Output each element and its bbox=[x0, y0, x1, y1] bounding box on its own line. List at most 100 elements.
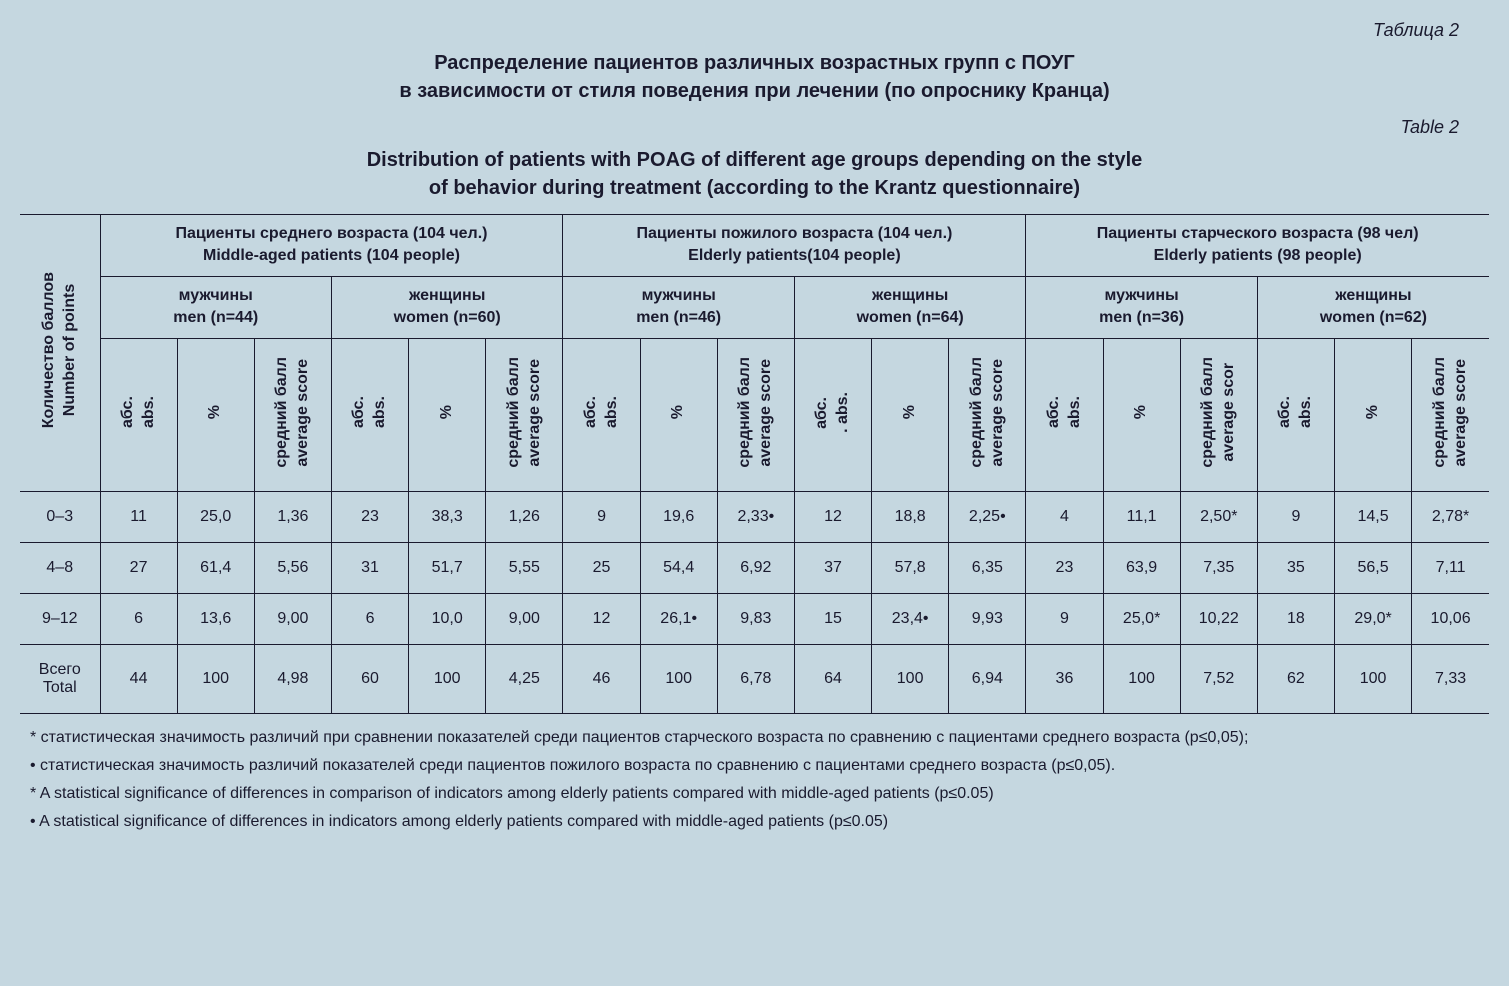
cell: 100 bbox=[1335, 644, 1412, 713]
title-en-line2: of behavior during treatment (according … bbox=[429, 177, 1080, 199]
cell: 100 bbox=[177, 644, 254, 713]
cell: 100 bbox=[872, 644, 949, 713]
header-avg: средний баллaverage score bbox=[254, 338, 331, 491]
header-abs: абс.abs. bbox=[100, 338, 177, 491]
cell: 64 bbox=[794, 644, 871, 713]
cell: 38,3 bbox=[409, 491, 486, 542]
cell: 2,33• bbox=[717, 491, 794, 542]
header-avg: средний баллaverage score bbox=[486, 338, 563, 491]
cell: 2,78* bbox=[1412, 491, 1489, 542]
cell: 62 bbox=[1257, 644, 1334, 713]
header-avg: средний баллaverage score bbox=[717, 338, 794, 491]
cell: 2,25• bbox=[949, 491, 1026, 542]
cell: 7,52 bbox=[1180, 644, 1257, 713]
header-pct: % bbox=[177, 338, 254, 491]
cell: 26,1• bbox=[640, 593, 717, 644]
cell: 35 bbox=[1257, 542, 1334, 593]
cell: 14,5 bbox=[1335, 491, 1412, 542]
cell: 100 bbox=[640, 644, 717, 713]
cell: 7,33 bbox=[1412, 644, 1489, 713]
cell: 9,00 bbox=[254, 593, 331, 644]
header-pct: % bbox=[1103, 338, 1180, 491]
title-block: Распределение пациентов различных возрас… bbox=[20, 49, 1489, 105]
title-ru-line2: в зависимости от стиля поведения при леч… bbox=[399, 80, 1109, 102]
cell: 9,00 bbox=[486, 593, 563, 644]
cell: 56,5 bbox=[1335, 542, 1412, 593]
footnotes: * статистическая значимость различий при… bbox=[20, 726, 1489, 834]
cell: 46 bbox=[563, 644, 640, 713]
header-g1-women: женщиныwomen (n=60) bbox=[331, 276, 562, 338]
title-en-line1: Distribution of patients with POAG of di… bbox=[367, 149, 1143, 171]
cell: 100 bbox=[1103, 644, 1180, 713]
cell: 5,56 bbox=[254, 542, 331, 593]
header-g2-men: мужчиныmen (n=46) bbox=[563, 276, 794, 338]
cell: 57,8 bbox=[872, 542, 949, 593]
row-label: 0–3 bbox=[20, 491, 100, 542]
header-avg: средний баллaverage scor bbox=[1180, 338, 1257, 491]
cell: 6 bbox=[100, 593, 177, 644]
cell: 15 bbox=[794, 593, 871, 644]
cell: 11 bbox=[100, 491, 177, 542]
cell: 61,4 bbox=[177, 542, 254, 593]
cell: 4,98 bbox=[254, 644, 331, 713]
cell: 25,0* bbox=[1103, 593, 1180, 644]
table-label-ru: Таблица 2 bbox=[20, 20, 1489, 41]
cell: 10,0 bbox=[409, 593, 486, 644]
cell: 4 bbox=[1026, 491, 1103, 542]
header-abs: абс.abs. bbox=[1026, 338, 1103, 491]
cell: 36 bbox=[1026, 644, 1103, 713]
header-abs: абс.. abs. bbox=[794, 338, 871, 491]
header-group3: Пациенты старческого возраста (98 чел)El… bbox=[1026, 215, 1489, 277]
header-avg: средний баллaverage score bbox=[1412, 338, 1489, 491]
cell: 6,35 bbox=[949, 542, 1026, 593]
cell: 11,1 bbox=[1103, 491, 1180, 542]
cell: 9,83 bbox=[717, 593, 794, 644]
table-row-total: ВсегоTotal 441004,98 601004,25 461006,78… bbox=[20, 644, 1489, 713]
cell: 9 bbox=[563, 491, 640, 542]
header-abs: абс.abs. bbox=[563, 338, 640, 491]
row-label-total: ВсегоTotal bbox=[20, 644, 100, 713]
cell: 29,0* bbox=[1335, 593, 1412, 644]
cell: 5,55 bbox=[486, 542, 563, 593]
cell: 6,78 bbox=[717, 644, 794, 713]
cell: 19,6 bbox=[640, 491, 717, 542]
table-label-en: Table 2 bbox=[20, 117, 1489, 138]
header-group1: Пациенты среднего возраста (104 чел.)Mid… bbox=[100, 215, 563, 277]
cell: 6,94 bbox=[949, 644, 1026, 713]
cell: 6,92 bbox=[717, 542, 794, 593]
cell: 4,25 bbox=[486, 644, 563, 713]
header-points: Количество балловNumber of points bbox=[20, 215, 100, 492]
header-group2: Пациенты пожилого возраста (104 чел.)Eld… bbox=[563, 215, 1026, 277]
cell: 7,11 bbox=[1412, 542, 1489, 593]
header-pct: % bbox=[640, 338, 717, 491]
table-row: 0–3 1125,01,36 2338,31,26 919,62,33• 121… bbox=[20, 491, 1489, 542]
cell: 44 bbox=[100, 644, 177, 713]
header-g2-women: женщиныwomen (n=64) bbox=[794, 276, 1025, 338]
header-abs: абс.abs. bbox=[331, 338, 408, 491]
cell: 25,0 bbox=[177, 491, 254, 542]
cell: 2,50* bbox=[1180, 491, 1257, 542]
cell: 27 bbox=[100, 542, 177, 593]
table-row: 9–12 613,69,00 610,09,00 1226,1•9,83 152… bbox=[20, 593, 1489, 644]
cell: 23,4• bbox=[872, 593, 949, 644]
data-table: Количество балловNumber of points Пациен… bbox=[20, 214, 1489, 714]
header-pct: % bbox=[872, 338, 949, 491]
cell: 63,9 bbox=[1103, 542, 1180, 593]
cell: 51,7 bbox=[409, 542, 486, 593]
cell: 100 bbox=[409, 644, 486, 713]
cell: 12 bbox=[563, 593, 640, 644]
cell: 37 bbox=[794, 542, 871, 593]
header-g1-men: мужчиныmen (n=44) bbox=[100, 276, 331, 338]
footnote: • A statistical significance of differen… bbox=[30, 810, 1479, 834]
footnote: * статистическая значимость различий при… bbox=[30, 726, 1479, 750]
cell: 10,22 bbox=[1180, 593, 1257, 644]
cell: 10,06 bbox=[1412, 593, 1489, 644]
title-block-en: Distribution of patients with POAG of di… bbox=[20, 146, 1489, 202]
cell: 9 bbox=[1257, 491, 1334, 542]
cell: 60 bbox=[331, 644, 408, 713]
footnote: • статистическая значимость различий пок… bbox=[30, 754, 1479, 778]
cell: 9,93 bbox=[949, 593, 1026, 644]
table-row: 4–8 2761,45,56 3151,75,55 2554,46,92 375… bbox=[20, 542, 1489, 593]
title-ru-line1: Распределение пациентов различных возрас… bbox=[434, 52, 1075, 74]
cell: 13,6 bbox=[177, 593, 254, 644]
